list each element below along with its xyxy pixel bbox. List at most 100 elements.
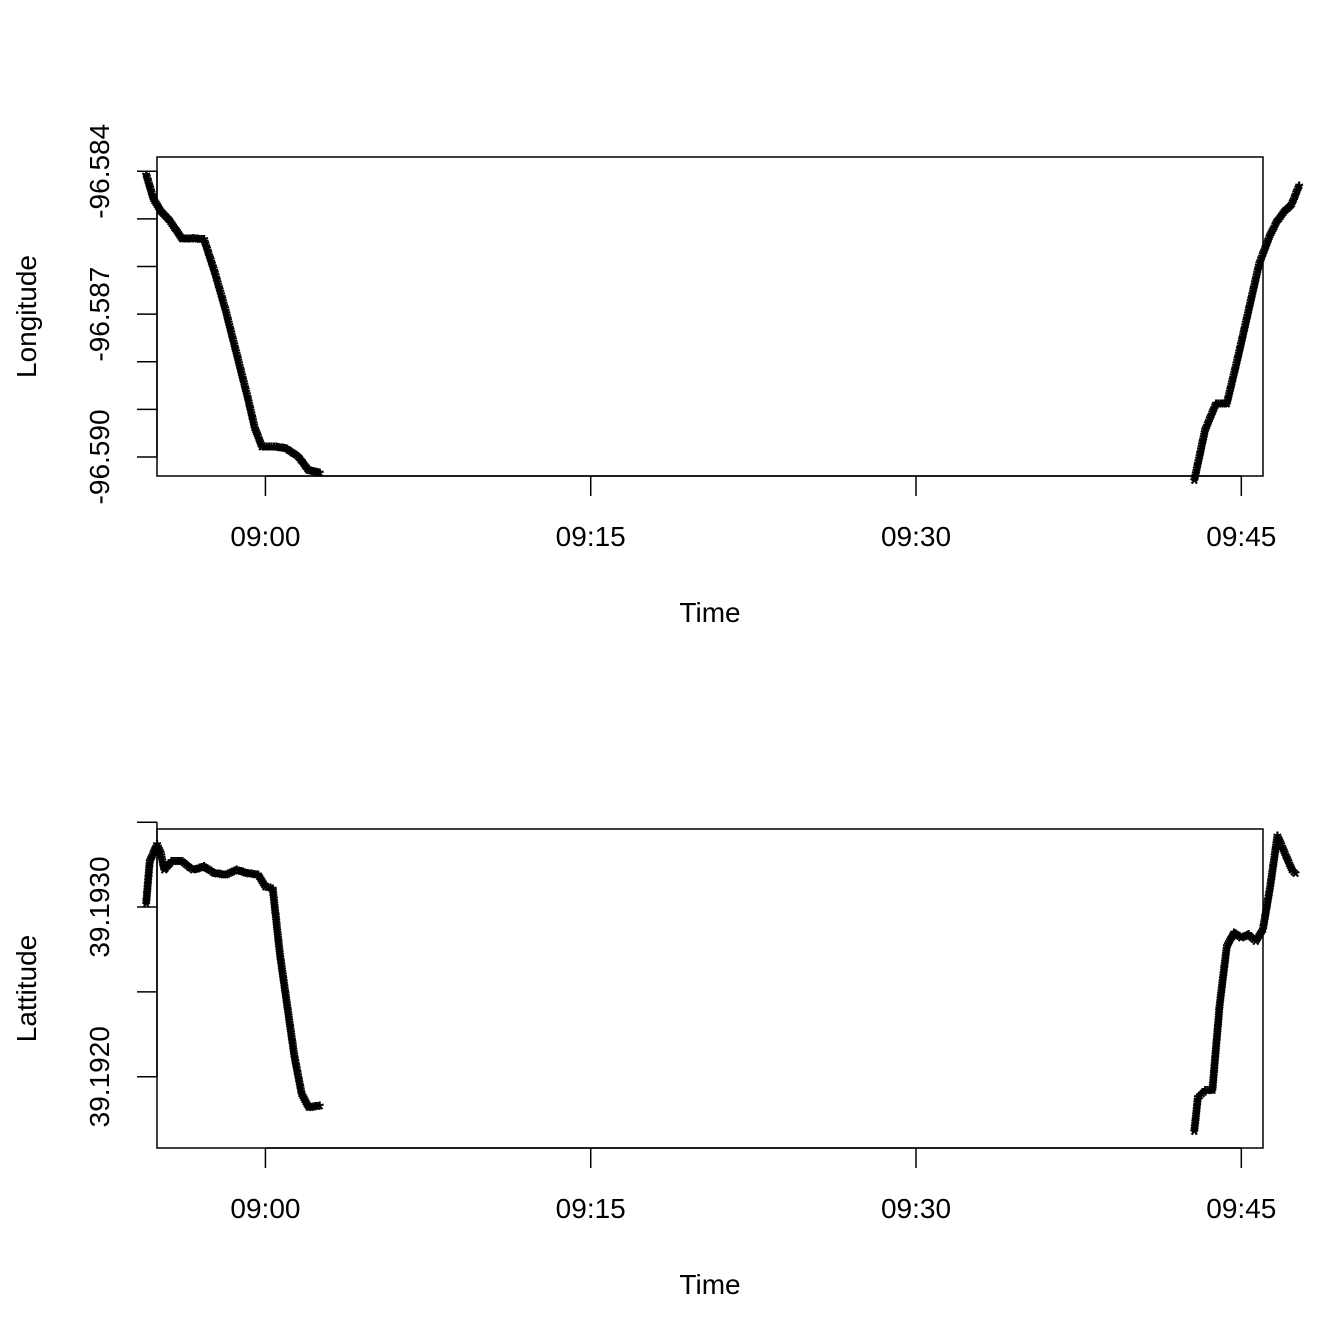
data-point: * bbox=[200, 231, 209, 256]
data-point: * bbox=[260, 876, 269, 901]
data-point: * bbox=[169, 853, 178, 878]
data-point: * bbox=[156, 844, 165, 869]
y-tick-label: -96.584 bbox=[84, 124, 115, 219]
data-point: * bbox=[1196, 443, 1205, 468]
data-point: * bbox=[273, 926, 282, 951]
data-point: * bbox=[1219, 965, 1228, 990]
data-point: * bbox=[1193, 1096, 1202, 1121]
data-point: * bbox=[154, 198, 163, 223]
data-point: * bbox=[205, 248, 214, 273]
data-point: * bbox=[1217, 984, 1226, 1009]
data-point: * bbox=[1200, 424, 1209, 449]
data-point: * bbox=[287, 1028, 296, 1053]
data-point: * bbox=[286, 1019, 295, 1044]
data-point: * bbox=[1216, 395, 1225, 420]
data-point: * bbox=[1270, 218, 1279, 243]
data-point: * bbox=[170, 219, 179, 244]
data-point: * bbox=[1210, 1055, 1219, 1080]
data-point: * bbox=[1293, 181, 1302, 206]
data-point: * bbox=[1245, 297, 1254, 322]
data-point: * bbox=[271, 904, 280, 929]
data-point: * bbox=[271, 907, 280, 932]
data-point: * bbox=[1251, 274, 1260, 299]
data-point: * bbox=[145, 860, 154, 885]
data-point: * bbox=[1265, 883, 1274, 908]
data-point: * bbox=[291, 1055, 300, 1080]
data-point: * bbox=[1259, 244, 1268, 269]
data-point: * bbox=[1197, 438, 1206, 463]
data-point: * bbox=[1193, 460, 1202, 485]
data-point: * bbox=[203, 240, 212, 265]
data-point: * bbox=[290, 1048, 299, 1073]
data-point: * bbox=[1258, 246, 1267, 271]
data-point: * bbox=[162, 208, 171, 233]
x-tick-label: 09:00 bbox=[230, 1193, 300, 1224]
data-point: * bbox=[309, 463, 318, 488]
y-tick-label: -96.590 bbox=[84, 409, 115, 504]
data-point: * bbox=[285, 1009, 294, 1034]
series-1: ****************************************… bbox=[142, 827, 1300, 1147]
data-point: * bbox=[213, 271, 222, 296]
data-point: * bbox=[215, 278, 224, 303]
data-point: * bbox=[1199, 428, 1208, 453]
data-point: * bbox=[150, 192, 159, 217]
data-point: * bbox=[1228, 928, 1237, 953]
data-point: * bbox=[1276, 208, 1285, 233]
data-point: * bbox=[155, 200, 164, 225]
data-point: * bbox=[1243, 307, 1252, 332]
y-axis-title: Lattitude bbox=[11, 935, 42, 1042]
data-point: * bbox=[1210, 1062, 1219, 1087]
data-point: * bbox=[272, 912, 281, 937]
data-point: * bbox=[1193, 457, 1202, 482]
data-point: * bbox=[215, 281, 224, 306]
data-point: * bbox=[290, 1045, 299, 1070]
data-point: * bbox=[153, 196, 162, 221]
data-point: * bbox=[165, 211, 174, 236]
data-point: * bbox=[1283, 851, 1292, 876]
data-point: * bbox=[286, 1021, 295, 1046]
data-point: * bbox=[1269, 854, 1278, 879]
data-point: * bbox=[1245, 300, 1254, 325]
data-point: * bbox=[1232, 354, 1241, 379]
data-point: * bbox=[166, 854, 175, 879]
data-point: * bbox=[311, 1098, 320, 1123]
data-point: * bbox=[213, 865, 222, 890]
data-point: * bbox=[1214, 1016, 1223, 1041]
data-point: * bbox=[145, 175, 154, 200]
data-point: * bbox=[258, 872, 267, 897]
data-point: * bbox=[250, 416, 259, 441]
data-point: * bbox=[294, 1069, 303, 1094]
data-point: * bbox=[288, 444, 297, 469]
data-point: * bbox=[1201, 1082, 1210, 1107]
data-point: * bbox=[1237, 335, 1246, 360]
data-point: * bbox=[298, 453, 307, 478]
data-point: * bbox=[1251, 271, 1260, 296]
data-point: * bbox=[1241, 927, 1250, 952]
data-point: * bbox=[191, 860, 200, 885]
data-point: * bbox=[1295, 177, 1304, 202]
data-point: * bbox=[277, 958, 286, 983]
data-point: * bbox=[274, 934, 283, 959]
data-point: * bbox=[272, 438, 281, 463]
data-point: * bbox=[287, 1026, 296, 1051]
data-point: * bbox=[157, 849, 166, 874]
data-point: * bbox=[1280, 202, 1289, 227]
data-point: * bbox=[254, 866, 263, 891]
data-point: * bbox=[1224, 388, 1233, 413]
data-point: * bbox=[157, 847, 166, 872]
data-point: * bbox=[200, 233, 209, 258]
data-point: * bbox=[1223, 937, 1232, 962]
data-point: * bbox=[272, 917, 281, 942]
data-point: * bbox=[1278, 838, 1287, 863]
data-point: * bbox=[1263, 233, 1272, 258]
data-point: * bbox=[209, 863, 218, 888]
data-point: * bbox=[234, 862, 243, 887]
data-point: * bbox=[279, 973, 288, 998]
data-point: * bbox=[1221, 947, 1230, 972]
data-point: * bbox=[1264, 888, 1273, 913]
data-point: * bbox=[1214, 395, 1223, 420]
data-point: * bbox=[210, 262, 219, 287]
data-point: * bbox=[189, 230, 198, 255]
data-point: * bbox=[277, 956, 286, 981]
data-point: * bbox=[277, 953, 286, 978]
